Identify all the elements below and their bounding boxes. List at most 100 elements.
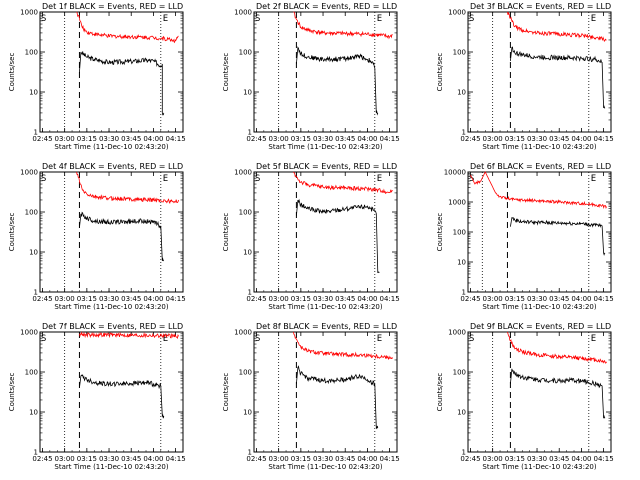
end-marker: E xyxy=(591,174,596,184)
x-tick-label: 03:00 xyxy=(483,295,503,303)
y-tick-label: 100 xyxy=(453,229,466,237)
x-tick-label: 04:15 xyxy=(166,295,186,303)
x-tick-label: 04:00 xyxy=(143,135,163,143)
y-axis-label: Counts/sec xyxy=(436,53,444,92)
x-axis-label: Start Time (11-Dec-10 02:43:20) xyxy=(54,463,168,471)
y-tick-label: 10 xyxy=(243,249,252,257)
x-axis-label: Start Time (11-Dec-10 02:43:20) xyxy=(482,463,596,471)
start-marker: S xyxy=(255,334,260,344)
x-tick-label: 04:00 xyxy=(357,295,377,303)
y-tick-label: 10 xyxy=(457,89,466,97)
panel-title: Det 6f BLACK = Events, RED = LLD xyxy=(470,162,611,171)
panel-det-9f: Det 9f BLACK = Events, RED = LLD 1 10 100 10… xyxy=(436,322,614,471)
x-tick-label: 03:00 xyxy=(269,455,289,463)
panel-title: Det 7f BLACK = Events, RED = LLD xyxy=(42,322,183,331)
start-marker: S xyxy=(41,14,46,24)
series-line-events xyxy=(79,211,165,262)
y-tick-label: 100 xyxy=(453,49,466,57)
x-tick-label: 03:00 xyxy=(269,135,289,143)
x-tick-label: 03:15 xyxy=(505,295,525,303)
x-tick-label: 03:30 xyxy=(313,135,333,143)
y-axis-label: Counts/sec xyxy=(8,373,16,412)
panel-title: Det 5f BLACK = Events, RED = LLD xyxy=(256,162,397,171)
series-line-lld xyxy=(76,11,179,44)
x-axis-label: Start Time (11-Dec-10 02:43:20) xyxy=(268,303,382,311)
x-tick-label: 03:30 xyxy=(527,135,547,143)
x-tick-label: 02:45 xyxy=(246,455,266,463)
y-axis-label: Counts/sec xyxy=(222,53,230,92)
x-tick-label: 04:00 xyxy=(571,295,591,303)
x-tick-label: 03:45 xyxy=(335,295,355,303)
y-tick-label: 1 xyxy=(248,289,252,297)
y-tick-label: 1 xyxy=(34,129,38,137)
y-axis-label: Counts/sec xyxy=(436,213,444,252)
y-tick-label: 1 xyxy=(462,449,466,457)
x-axis-label: Start Time (11-Dec-10 02:43:20) xyxy=(482,303,596,311)
x-tick-label: 03:15 xyxy=(291,455,311,463)
panel-title: Det 2f BLACK = Events, RED = LLD xyxy=(256,2,397,11)
x-tick-label: 04:00 xyxy=(357,135,377,143)
series-line-lld xyxy=(76,171,179,205)
start-marker: S xyxy=(41,174,46,184)
y-tick-label: 10 xyxy=(457,409,466,417)
y-tick-label: 100 xyxy=(25,369,38,377)
series-line-lld xyxy=(507,11,607,42)
plot-frame xyxy=(253,331,398,453)
plot-frame xyxy=(467,11,612,133)
y-tick-label: 1000 xyxy=(234,9,252,17)
end-marker: E xyxy=(591,14,596,24)
x-tick-label: 02:45 xyxy=(32,295,52,303)
x-tick-label: 03:15 xyxy=(291,135,311,143)
y-tick-label: 10 xyxy=(243,89,252,97)
series-line-events xyxy=(510,368,606,419)
x-tick-label: 02:45 xyxy=(246,135,266,143)
start-marker: S xyxy=(41,334,46,344)
panel-det-5f: Det 5f BLACK = Events, RED = LLD 1 10 100 10… xyxy=(222,162,400,311)
y-tick-label: 100 xyxy=(25,209,38,217)
x-tick-label: 02:45 xyxy=(460,295,480,303)
x-tick-label: 04:15 xyxy=(594,295,614,303)
x-tick-label: 03:00 xyxy=(269,295,289,303)
series-line-lld xyxy=(293,171,393,195)
y-tick-label: 1000 xyxy=(448,199,466,207)
x-tick-label: 03:45 xyxy=(549,135,569,143)
y-tick-label: 1000 xyxy=(234,169,252,177)
plot-frame xyxy=(253,11,398,133)
panel-title: Det 3f BLACK = Events, RED = LLD xyxy=(470,2,611,11)
x-tick-label: 03:30 xyxy=(313,455,333,463)
x-tick-label: 04:00 xyxy=(143,295,163,303)
x-tick-label: 03:45 xyxy=(549,455,569,463)
x-tick-label: 03:30 xyxy=(99,135,119,143)
y-axis-label: Counts/sec xyxy=(8,213,16,252)
end-marker: E xyxy=(377,334,382,344)
panel-det-4f: Det 4f BLACK = Events, RED = LLD 1 10 100 10… xyxy=(8,162,186,311)
y-tick-label: 100 xyxy=(25,49,38,57)
x-tick-label: 04:00 xyxy=(571,455,591,463)
plot-frame xyxy=(39,11,184,133)
y-tick-label: 1 xyxy=(248,449,252,457)
y-tick-label: 1 xyxy=(34,289,38,297)
end-marker: E xyxy=(163,174,168,184)
y-tick-label: 1000 xyxy=(234,329,252,337)
y-axis-label: Counts/sec xyxy=(222,213,230,252)
y-tick-label: 1000 xyxy=(20,329,38,337)
panel-title: Det 8f BLACK = Events, RED = LLD xyxy=(256,322,397,331)
x-tick-label: 03:45 xyxy=(121,135,141,143)
series-line-events xyxy=(510,216,606,256)
x-tick-label: 02:45 xyxy=(32,455,52,463)
series-line-lld xyxy=(79,331,179,340)
panel-det-8f: Det 8f BLACK = Events, RED = LLD 1 10 100 10… xyxy=(222,322,400,471)
start-marker: S xyxy=(255,174,260,184)
end-marker: E xyxy=(163,334,168,344)
x-tick-label: 04:15 xyxy=(594,135,614,143)
x-tick-label: 03:00 xyxy=(55,135,75,143)
y-tick-label: 1000 xyxy=(20,9,38,17)
panel-det-7f: Det 7f BLACK = Events, RED = LLD 1 10 100 10… xyxy=(8,322,186,471)
x-tick-label: 03:00 xyxy=(483,455,503,463)
y-tick-label: 10 xyxy=(29,409,38,417)
end-marker: E xyxy=(377,174,382,184)
end-marker: E xyxy=(377,14,382,24)
x-tick-label: 03:30 xyxy=(313,295,333,303)
y-tick-label: 100 xyxy=(239,49,252,57)
plot-frame xyxy=(39,171,184,293)
